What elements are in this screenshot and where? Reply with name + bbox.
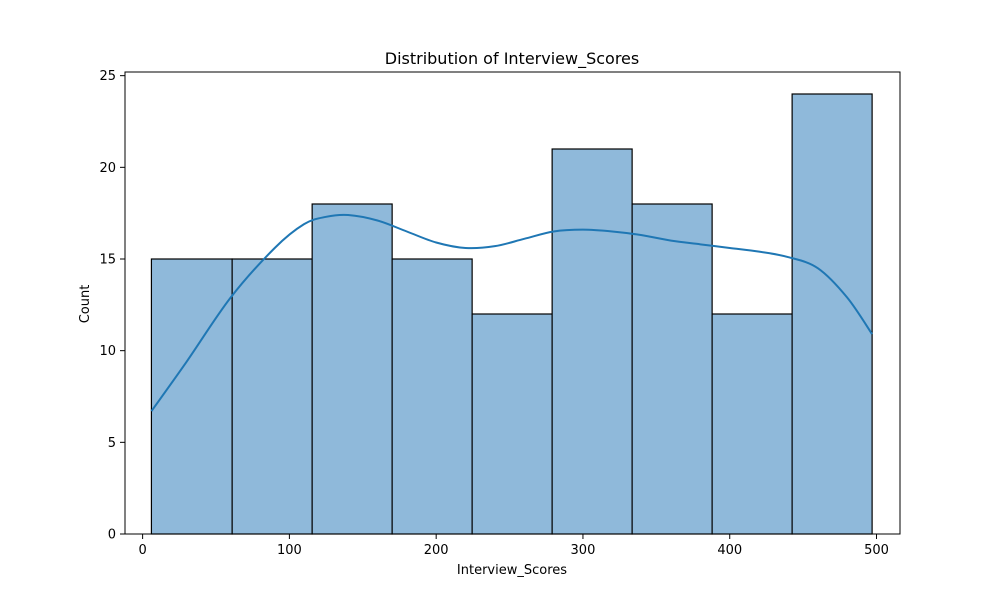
y-tick-label-0: 0: [108, 528, 116, 543]
y-tick-label-5: 5: [108, 436, 116, 451]
x-tick-label-300: 300: [571, 543, 596, 558]
y-axis-label: Count: [78, 285, 93, 324]
histogram-bars: [150, 93, 873, 535]
histogram-bar-4: [471, 313, 553, 535]
histogram-bar-6: [631, 203, 713, 535]
histogram-bar-2: [311, 203, 393, 535]
chart-title: Distribution of Interview_Scores: [385, 49, 639, 69]
x-axis: 0 100 200 300 400 500: [138, 534, 889, 558]
x-axis-label: Interview_Scores: [457, 563, 567, 578]
x-tick-label-400: 400: [717, 543, 742, 558]
y-tick-label-20: 20: [99, 161, 116, 176]
y-tick-label-15: 15: [99, 253, 116, 268]
y-tick-label-10: 10: [99, 344, 116, 359]
y-tick-label-25: 25: [99, 69, 116, 84]
histogram-bar-5: [551, 148, 633, 535]
histogram-bar-3: [391, 258, 473, 535]
x-tick-label-100: 100: [277, 543, 302, 558]
plot-frame: [124, 71, 901, 535]
x-tick-label-500: 500: [864, 543, 889, 558]
histogram-bar-0: [150, 258, 233, 535]
x-tick-label-200: 200: [424, 543, 449, 558]
histogram-bar-1: [231, 258, 313, 535]
histogram-bar-7: [711, 313, 793, 535]
x-tick-label-0: 0: [138, 543, 146, 558]
kde-curve: [150, 213, 873, 412]
y-axis: 0 5 10 15 20 25: [99, 69, 125, 543]
